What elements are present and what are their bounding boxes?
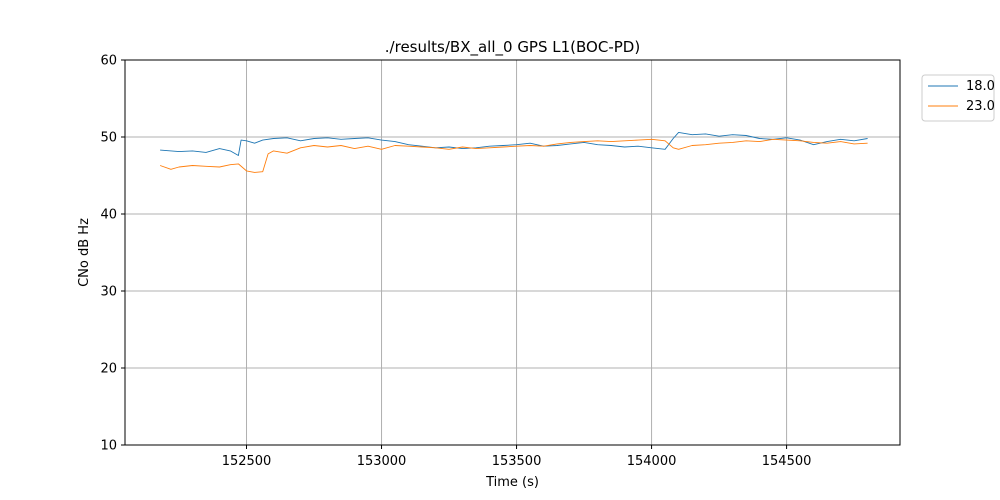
y-tick-label: 50 <box>100 131 117 146</box>
x-tick-label: 153000 <box>357 454 407 469</box>
series-lines <box>159 131 868 173</box>
series-line-18.0 <box>160 131 868 156</box>
y-tick-label: 60 <box>100 54 117 69</box>
y-tick-label: 40 <box>100 208 117 223</box>
x-axis-title: Time (s) <box>485 475 539 490</box>
x-tick-label: 154000 <box>627 454 677 469</box>
axis-ticks: 152500 153000 153500 154000 154500 10 20 30 40 50… <box>100 54 811 470</box>
y-tick-label: 30 <box>100 285 117 300</box>
series-line-23.0 <box>159 138 868 173</box>
y-tick-label: 10 <box>100 439 117 454</box>
plot-frame <box>124 59 901 446</box>
legend-label-23: 23.0 <box>966 99 995 114</box>
legend-label-18: 18.0 <box>966 79 995 94</box>
chart-title: ./results/BX_all_0 GPS L1(BOC-PD) <box>385 38 640 57</box>
y-axis-title: CNo dB Hz <box>77 218 92 287</box>
y-tick-label: 20 <box>100 362 117 377</box>
x-tick-label: 154500 <box>762 454 812 469</box>
legend: 18.0 23.0 <box>921 74 995 122</box>
x-tick-label: 153500 <box>492 454 542 469</box>
x-tick-label: 152500 <box>222 454 272 469</box>
